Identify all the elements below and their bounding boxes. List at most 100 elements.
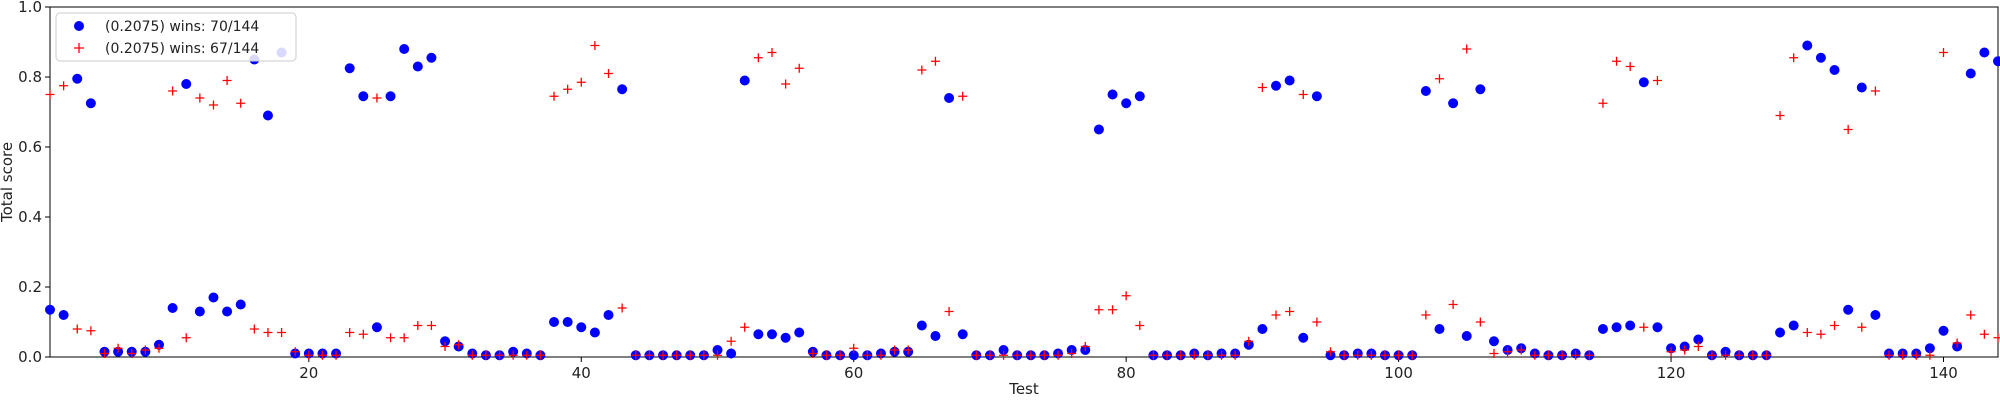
data-point-plus <box>604 69 614 78</box>
data-point-circle <box>1134 91 1145 102</box>
data-point-circle <box>916 320 927 331</box>
data-point-plus <box>1366 350 1376 360</box>
data-point-plus <box>740 322 750 332</box>
data-point-circle <box>1257 324 1268 334</box>
data-point-circle <box>235 299 246 310</box>
data-point-circle <box>1815 52 1826 63</box>
data-point-plus <box>1012 350 1022 360</box>
data-point-plus <box>549 91 559 101</box>
data-point-circle <box>45 304 55 315</box>
data-point-plus <box>1053 350 1063 360</box>
data-point-plus <box>685 350 695 360</box>
data-point-plus <box>563 84 573 94</box>
data-point-plus <box>726 336 736 346</box>
data-point-plus <box>1816 329 1826 339</box>
data-point-circle <box>1311 91 1322 102</box>
y-tick-label: 0.6 <box>18 138 42 156</box>
data-point-plus <box>631 350 641 360</box>
data-point-circle <box>1993 56 2000 67</box>
data-point-plus <box>821 350 831 360</box>
data-point-circle <box>1802 40 1813 51</box>
data-point-circle <box>957 329 968 340</box>
data-point-plus <box>1830 321 1840 330</box>
data-point-plus <box>45 90 55 99</box>
data-point-plus <box>72 324 82 334</box>
data-point-plus <box>876 350 886 360</box>
data-point-plus <box>1625 62 1635 71</box>
data-point-plus <box>1666 347 1676 357</box>
data-point-plus <box>1503 347 1513 357</box>
data-point-circle <box>1870 310 1881 320</box>
series-1 <box>45 40 2000 361</box>
data-points <box>45 40 2000 361</box>
data-point-circle <box>1924 343 1935 354</box>
data-point-plus <box>1748 350 1758 360</box>
data-point-circle <box>385 91 396 102</box>
data-point-circle <box>1856 82 1867 93</box>
y-axis: 0.0 0.2 0.4 0.6 0.8 1.0 <box>18 0 50 366</box>
legend-marker-plus <box>74 43 84 53</box>
data-point-plus <box>1176 350 1186 360</box>
data-point-plus <box>1217 350 1227 360</box>
data-point-circle <box>1775 327 1786 338</box>
data-point-plus <box>617 303 627 313</box>
data-point-plus <box>1966 310 1976 320</box>
data-point-circle <box>194 306 205 317</box>
data-point-circle <box>1938 325 1949 336</box>
data-point-circle <box>1475 84 1486 95</box>
data-point-plus <box>1598 98 1608 108</box>
data-point-plus <box>1516 345 1526 355</box>
data-point-plus <box>1734 350 1744 360</box>
data-point-plus <box>399 333 409 343</box>
data-point-circle <box>1461 331 1472 341</box>
data-point-plus <box>1080 342 1090 351</box>
data-point-circle <box>998 345 1009 355</box>
data-point-plus <box>1952 338 1962 348</box>
data-point-circle <box>1979 47 1990 58</box>
data-point-plus <box>440 342 450 351</box>
x-axis: 20 40 60 80 100 120 140 <box>299 357 1958 382</box>
data-point-plus <box>1039 350 1049 360</box>
data-point-plus <box>1843 125 1853 134</box>
data-point-plus <box>1434 74 1444 84</box>
data-point-plus <box>1775 111 1785 120</box>
data-point-plus <box>1108 305 1118 315</box>
data-point-plus <box>590 41 600 50</box>
data-point-plus <box>1271 310 1281 320</box>
data-point-plus <box>249 324 259 334</box>
data-point-circle <box>562 317 573 327</box>
data-point-plus <box>1298 90 1308 99</box>
x-axis-label: Test <box>1008 380 1039 398</box>
data-point-circle <box>1652 322 1663 333</box>
data-point-circle <box>58 310 69 320</box>
data-point-circle <box>1965 68 1976 79</box>
data-point-circle <box>753 329 764 340</box>
data-point-circle <box>848 350 859 361</box>
data-point-plus <box>1257 83 1267 92</box>
data-point-circle <box>1420 86 1431 96</box>
data-point-plus <box>263 328 273 337</box>
data-point-plus <box>1680 345 1690 355</box>
data-point-circle <box>222 306 233 317</box>
data-point-plus <box>1993 333 2000 343</box>
data-point-plus <box>413 321 423 330</box>
data-point-plus <box>317 350 327 360</box>
data-point-plus <box>890 345 900 355</box>
data-point-circle <box>1448 98 1459 109</box>
data-point-plus <box>99 349 109 358</box>
data-point-circle <box>399 44 410 54</box>
data-point-plus <box>426 321 436 330</box>
data-point-circle <box>426 52 437 63</box>
data-point-plus <box>1121 291 1131 301</box>
data-point-plus <box>86 326 96 336</box>
data-point-plus <box>903 345 913 355</box>
data-point-circle <box>371 322 382 333</box>
data-point-plus <box>930 56 940 66</box>
data-point-circle <box>1597 324 1608 334</box>
data-point-plus <box>59 81 69 91</box>
data-point-plus <box>1407 350 1417 360</box>
data-point-circle <box>712 345 723 355</box>
data-point-plus <box>331 350 341 360</box>
data-point-plus <box>1462 44 1472 54</box>
x-tick-label: 60 <box>844 364 863 382</box>
